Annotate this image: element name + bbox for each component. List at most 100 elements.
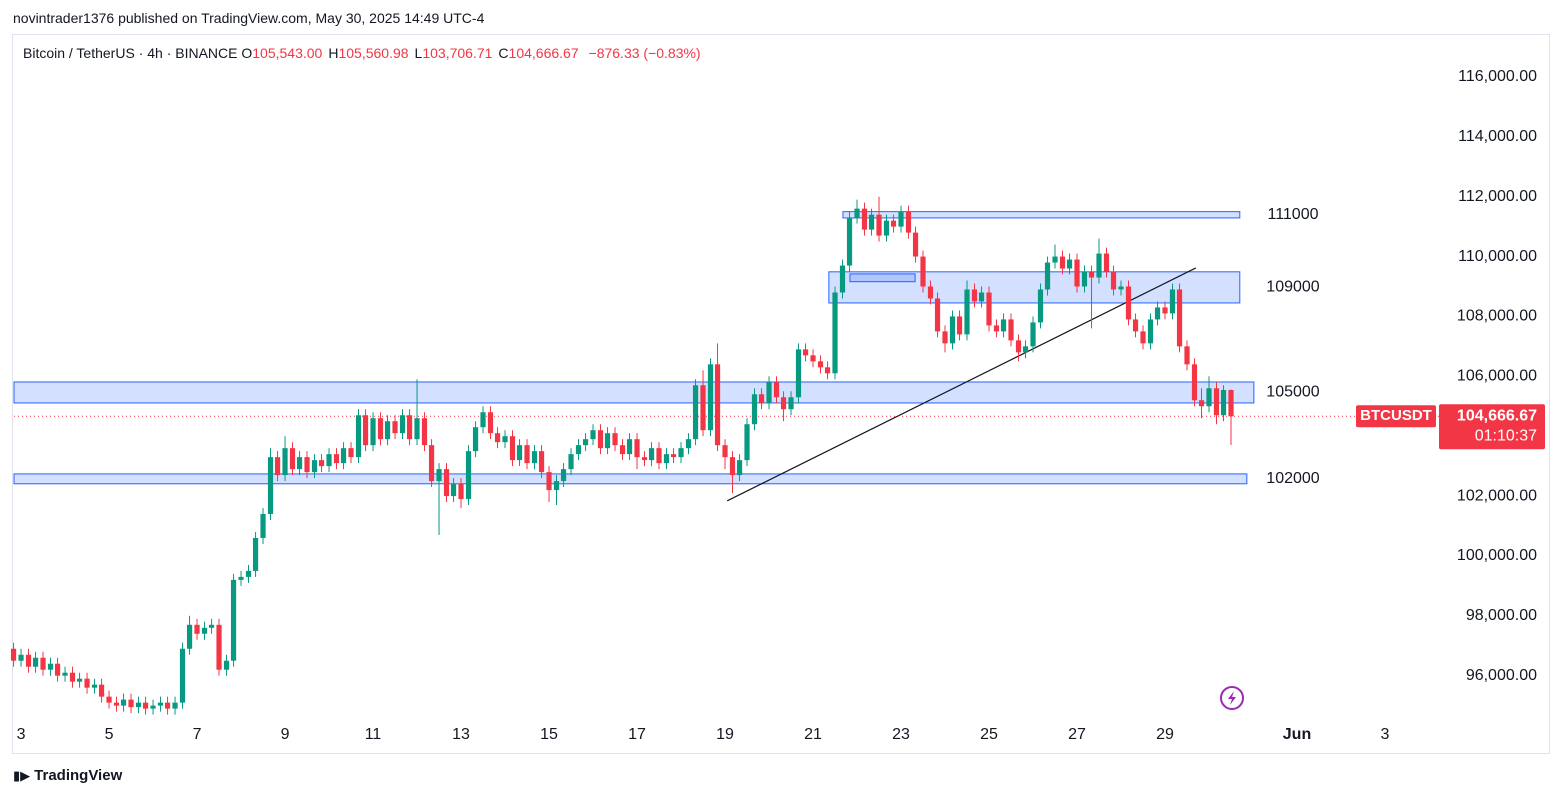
candle-body: [1125, 286, 1132, 320]
candle: [355, 409, 362, 464]
candle: [846, 211, 853, 272]
candle-body: [780, 397, 787, 410]
candle: [428, 439, 435, 488]
last-price-label: 104,666.67: [1457, 407, 1537, 424]
candle-body: [707, 364, 714, 431]
candle-body: [692, 385, 699, 440]
candle: [751, 388, 758, 431]
candle-body: [626, 439, 633, 455]
zone: [13, 473, 1248, 485]
candle-body: [670, 454, 677, 458]
candle: [802, 343, 809, 362]
chart-frame: [12, 34, 1550, 754]
ohlc-key: L: [414, 45, 423, 61]
x-tick-label: 15: [540, 726, 558, 743]
candle-body: [179, 648, 186, 703]
candle-body: [509, 436, 516, 461]
candle-body: [1176, 289, 1183, 347]
candle: [626, 433, 633, 461]
publish-info: novintrader1376 published on TradingView…: [13, 10, 485, 26]
candle: [1198, 388, 1205, 419]
candle-body: [223, 660, 230, 670]
candle-body: [868, 214, 875, 230]
x-tick-label: 27: [1068, 726, 1086, 743]
candle-body: [1066, 259, 1073, 269]
candle: [736, 454, 743, 482]
candle-body: [560, 469, 567, 482]
candle: [1132, 313, 1139, 338]
candle: [296, 451, 303, 476]
candle-body: [296, 457, 303, 470]
candle: [758, 388, 765, 410]
candle-body: [245, 570, 252, 577]
candle-body: [700, 385, 706, 431]
candle: [164, 696, 171, 715]
candle: [876, 196, 882, 242]
candle-body: [538, 451, 545, 473]
candle-body: [722, 445, 728, 458]
candle: [1206, 376, 1212, 413]
candle: [582, 433, 589, 452]
candle: [32, 651, 39, 673]
candle: [956, 310, 963, 341]
candle: [553, 475, 560, 506]
candle: [289, 442, 296, 476]
candle-body: [531, 451, 538, 464]
candle-body: [494, 433, 501, 443]
candle: [18, 648, 24, 667]
candle: [98, 678, 105, 703]
candle: [993, 319, 1000, 338]
y-tick-label: 106,000.00: [1457, 368, 1537, 385]
y-tick-label: 114,000.00: [1458, 128, 1537, 145]
candle-body: [362, 415, 369, 446]
candle: [443, 463, 450, 503]
x-tick-label: 3: [1381, 726, 1390, 743]
candle: [487, 406, 494, 440]
candle-body: [406, 415, 413, 440]
zone-label: 111000: [1267, 206, 1318, 223]
ohlc-value: 105,543.00: [252, 45, 323, 61]
candle: [1008, 313, 1014, 347]
candle-body: [993, 325, 1000, 332]
candle: [986, 286, 992, 332]
candle: [201, 621, 208, 640]
candle: [670, 448, 677, 464]
candle: [538, 445, 545, 479]
candle-body: [443, 469, 450, 497]
candle-body: [62, 672, 68, 676]
candle-body: [1008, 319, 1014, 341]
candle: [1030, 316, 1036, 353]
candle-body: [120, 699, 127, 706]
candle: [436, 463, 442, 535]
candle-body: [846, 217, 853, 266]
footer-text: TradingView: [34, 767, 123, 784]
candle-body: [392, 421, 398, 434]
event-icon: [1220, 686, 1244, 710]
symbol-tag-bg: [1356, 405, 1436, 428]
candle: [619, 439, 626, 461]
candle: [1015, 334, 1022, 362]
candle: [788, 391, 794, 416]
candle-body: [318, 460, 325, 467]
candle-body: [69, 672, 76, 682]
candle: [1074, 253, 1080, 293]
candle: [120, 693, 127, 712]
candle: [142, 696, 149, 715]
candle-body: [252, 537, 259, 571]
candle-body: [194, 624, 200, 634]
candle-body: [795, 349, 802, 398]
candle: [392, 415, 398, 440]
candle: [729, 451, 736, 494]
candle: [216, 618, 222, 676]
candle-body: [25, 654, 32, 667]
candle: [267, 448, 274, 521]
candle: [1184, 340, 1190, 371]
candle-body: [1147, 319, 1154, 344]
candle-body: [150, 705, 156, 709]
candle-body: [1088, 271, 1095, 278]
zone-label: 102000: [1266, 470, 1319, 487]
candle-body: [927, 286, 934, 299]
candle: [1220, 385, 1227, 422]
candle-body: [172, 702, 178, 709]
candle-body: [663, 454, 670, 464]
